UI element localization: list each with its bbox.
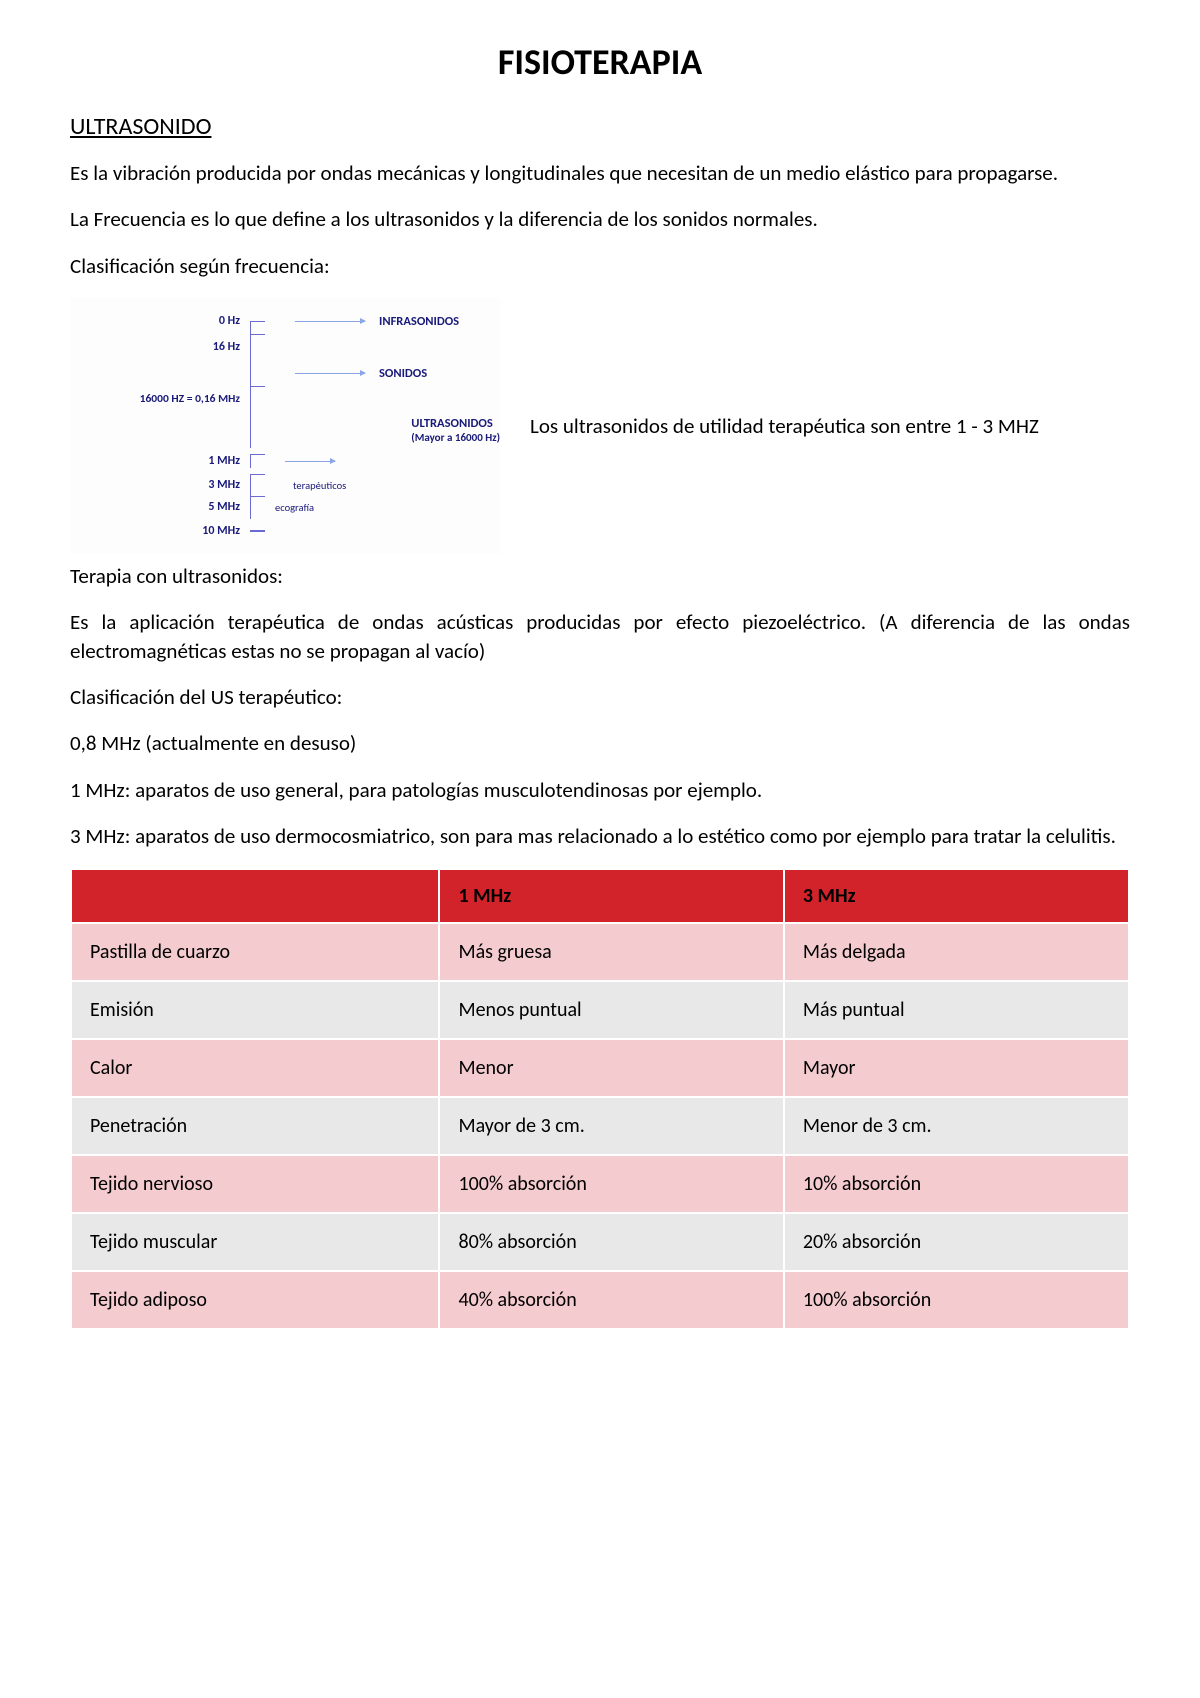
freq-label: 10 MHz [70, 524, 250, 538]
freq-label: 16 Hz [70, 340, 250, 354]
arrow-icon [295, 321, 365, 322]
frequency-diagram: 0 Hz INFRASONIDOS 16 Hz SONIDOS 16000 HZ… [70, 298, 500, 554]
arrow-icon [295, 373, 365, 374]
table-header-cell: 1 MHz [439, 869, 783, 923]
table-cell-label: Tejido muscular [71, 1213, 439, 1271]
table-row: CalorMenorMayor [71, 1039, 1129, 1097]
bracket-segment [250, 360, 265, 386]
table-cell: Más gruesa [439, 923, 783, 981]
paragraph: Es la vibración producida por ondas mecá… [70, 159, 1130, 187]
table-cell-label: Tejido nervioso [71, 1155, 439, 1213]
table-cell-label: Tejido adiposo [71, 1271, 439, 1329]
table-cell: 20% absorción [784, 1213, 1129, 1271]
table-cell: 10% absorción [784, 1155, 1129, 1213]
freq-label: 0 Hz [70, 314, 250, 328]
table-row: Tejido adiposo40% absorción100% absorció… [71, 1271, 1129, 1329]
table-cell: 100% absorción [439, 1155, 783, 1213]
table-cell-label: Emisión [71, 981, 439, 1039]
table-cell-label: Calor [71, 1039, 439, 1097]
diagram-note: terapéuticos [293, 479, 346, 492]
table-row: PenetraciónMayor de 3 cm.Menor de 3 cm. [71, 1097, 1129, 1155]
bracket-segment [250, 334, 265, 361]
category-label: SONIDOS [379, 366, 427, 381]
bracket-segment [250, 530, 265, 532]
bracket-segment [250, 321, 265, 335]
table-header-cell: 3 MHz [784, 869, 1129, 923]
table-cell: 40% absorción [439, 1271, 783, 1329]
category-label: ULTRASONIDOS [411, 416, 500, 431]
table-row: Tejido muscular80% absorción20% absorció… [71, 1213, 1129, 1271]
section-heading: ULTRASONIDO [70, 112, 1130, 141]
bracket-segment [250, 474, 265, 497]
table-cell: Menor de 3 cm. [784, 1097, 1129, 1155]
freq-label: 16000 HZ = 0,16 MHz [70, 392, 250, 406]
table-cell-label: Pastilla de cuarzo [71, 923, 439, 981]
freq-label: 3 MHz [70, 478, 250, 492]
table-row: Tejido nervioso100% absorción10% absorci… [71, 1155, 1129, 1213]
table-cell: Menor [439, 1039, 783, 1097]
table-cell: 100% absorción [784, 1271, 1129, 1329]
table-row: Pastilla de cuarzoMás gruesaMás delgada [71, 923, 1129, 981]
paragraph: Clasificación según frecuencia: [70, 252, 1130, 280]
table-header-cell [71, 869, 439, 923]
category-label: INFRASONIDOS [379, 314, 459, 329]
document-page: FISIOTERAPIA ULTRASONIDO Es la vibración… [0, 0, 1200, 1410]
paragraph: Terapia con ultrasonidos: [70, 562, 1130, 590]
category-note: (Mayor a 16000 Hz) [411, 431, 500, 444]
table-header-row: 1 MHz 3 MHz [71, 869, 1129, 923]
table-cell: Más puntual [784, 981, 1129, 1039]
bracket-segment [250, 454, 265, 468]
paragraph: Es la aplicación terapéutica de ondas ac… [70, 608, 1130, 665]
paragraph: 0,8 MHz (actualmente en desuso) [70, 729, 1130, 757]
paragraph: La Frecuencia es lo que define a los ult… [70, 205, 1130, 233]
diagram-note: ecografía [275, 501, 314, 514]
table-cell: Mayor [784, 1039, 1129, 1097]
table-cell: Más delgada [784, 923, 1129, 981]
page-title: FISIOTERAPIA [70, 40, 1130, 84]
paragraph: Clasificación del US terapéutico: [70, 683, 1130, 711]
comparison-table: 1 MHz 3 MHz Pastilla de cuarzoMás gruesa… [70, 868, 1130, 1330]
classification-row: 0 Hz INFRASONIDOS 16 Hz SONIDOS 16000 HZ… [70, 298, 1130, 554]
bracket-segment [250, 386, 265, 413]
table-cell: Menos puntual [439, 981, 783, 1039]
side-note: Los ultrasonidos de utilidad terapéutica… [530, 412, 1130, 440]
freq-label: 5 MHz [70, 500, 250, 514]
paragraph: 1 MHz: aparatos de uso general, para pat… [70, 776, 1130, 804]
bracket-segment [250, 496, 265, 519]
freq-label: 1 MHz [70, 454, 250, 468]
paragraph: 3 MHz: aparatos de uso dermocosmiatrico,… [70, 822, 1130, 850]
table-cell: 80% absorción [439, 1213, 783, 1271]
bracket-segment [250, 412, 265, 448]
table-cell: Mayor de 3 cm. [439, 1097, 783, 1155]
arrow-icon [285, 461, 335, 462]
table-row: EmisiónMenos puntualMás puntual [71, 981, 1129, 1039]
table-cell-label: Penetración [71, 1097, 439, 1155]
